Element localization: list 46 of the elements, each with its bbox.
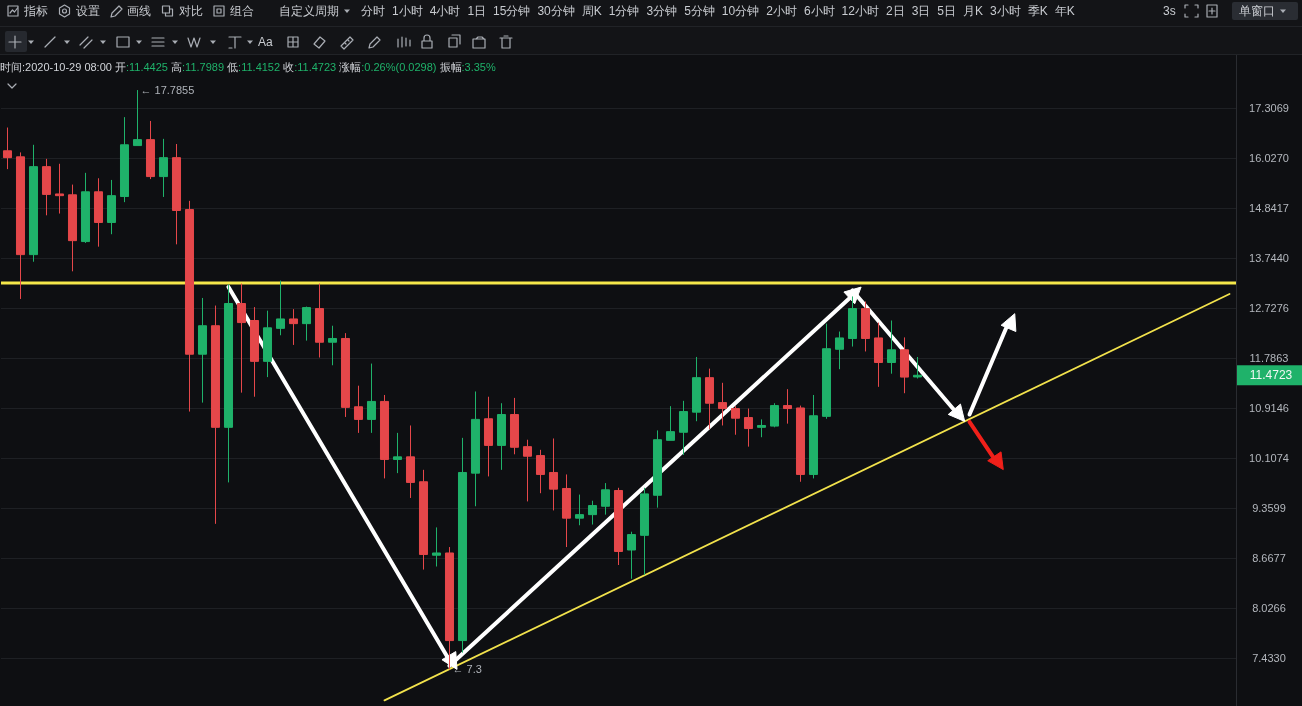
y-tick-label: 10.1074 — [1249, 451, 1289, 464]
y-tick-label: 12.7276 — [1249, 301, 1289, 314]
y-tick-label: 11.7863 — [1249, 351, 1289, 364]
y-tick-label: 13.7440 — [1249, 251, 1289, 264]
annotation: ← 17.7855 — [140, 84, 195, 97]
text: 10分钟 — [721, 4, 760, 18]
annotation: ← 7.3 — [452, 663, 482, 676]
text: 15分钟 — [493, 4, 531, 18]
y-tick-label: 8.0266 — [1252, 601, 1286, 614]
y-tick-label: 10.9146 — [1249, 401, 1289, 414]
text: 1分钟 — [608, 4, 640, 18]
text: 12小时 — [841, 4, 879, 18]
text: 3小时 — [990, 4, 1021, 18]
text: 画线 — [127, 4, 151, 18]
text: 月K — [963, 4, 984, 18]
text: 3分钟 — [646, 4, 678, 18]
text: 2小时 — [766, 4, 797, 18]
text: 年K — [1054, 4, 1075, 18]
text: 指标 — [23, 4, 48, 18]
text: 5分钟 — [684, 4, 715, 18]
y-tick-label: 16.0270 — [1249, 151, 1289, 164]
text: 6小时 — [803, 4, 835, 18]
text: 30分钟 — [537, 4, 575, 18]
text: 1小时 — [392, 4, 423, 18]
text: 5日 — [937, 4, 957, 18]
y-tick-label: 14.8417 — [1249, 201, 1289, 214]
text: 周K — [581, 4, 602, 18]
text: 对比 — [178, 4, 203, 18]
text: 设置 — [75, 4, 100, 18]
y-tick-label: 9.3599 — [1252, 501, 1286, 514]
text: 3日 — [911, 4, 931, 18]
text: 4小时 — [429, 4, 461, 18]
text: 自定义周期 — [279, 4, 339, 18]
text: 分时 — [361, 4, 385, 18]
y-tick-label: 17.3069 — [1249, 101, 1289, 114]
text: 季K — [1027, 4, 1048, 18]
text: 时间:2020-10-29 08:00 开:11.4425 高:11.7989 低:11.4152 收:11.4723 涨幅:0.26%(0.0298) 振幅:3.35% — [0, 61, 496, 73]
y-tick-label: 8.6677 — [1252, 551, 1286, 564]
text: 3s — [1163, 4, 1176, 18]
text: Aa — [258, 35, 273, 49]
text: 11.4723 — [1249, 368, 1293, 383]
y-tick-label: 7.4330 — [1252, 651, 1286, 664]
text: 2日 — [885, 4, 905, 18]
text: 组合 — [230, 4, 254, 18]
text: 单窗口 — [1239, 4, 1275, 18]
text: 1日 — [467, 4, 487, 18]
